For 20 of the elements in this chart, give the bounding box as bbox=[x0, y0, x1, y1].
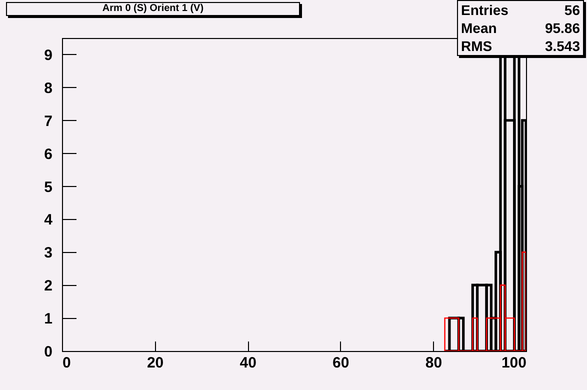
x-tick-label: 100 bbox=[501, 354, 526, 372]
x-tick-label: 80 bbox=[425, 354, 442, 372]
text: Mean 95.86 bbox=[461, 20, 580, 36]
x-tick-label: 40 bbox=[240, 354, 256, 372]
text: RMS 3.543 bbox=[461, 38, 580, 54]
text: Entries 56 bbox=[461, 2, 580, 18]
y-tick-label: 8 bbox=[44, 80, 52, 97]
x-tick-label: 20 bbox=[146, 354, 164, 372]
y-tick-label: 4 bbox=[44, 212, 54, 229]
y-tick-label: 5 bbox=[44, 178, 52, 196]
y-tick-label: 6 bbox=[44, 146, 52, 163]
y-tick-label: 9 bbox=[44, 46, 52, 64]
x-tick-label: 0 bbox=[62, 354, 71, 372]
y-tick-label: 3 bbox=[44, 244, 52, 262]
x-tick-label: 60 bbox=[332, 354, 350, 372]
y-tick-label: 1 bbox=[44, 310, 52, 328]
y-tick-label: 2 bbox=[44, 278, 52, 295]
y-tick-label: 7 bbox=[44, 112, 52, 130]
chart-title: Arm 0 (S) Orient 1 (V) bbox=[6, 2, 300, 16]
y-tick-label: 0 bbox=[44, 344, 52, 360]
